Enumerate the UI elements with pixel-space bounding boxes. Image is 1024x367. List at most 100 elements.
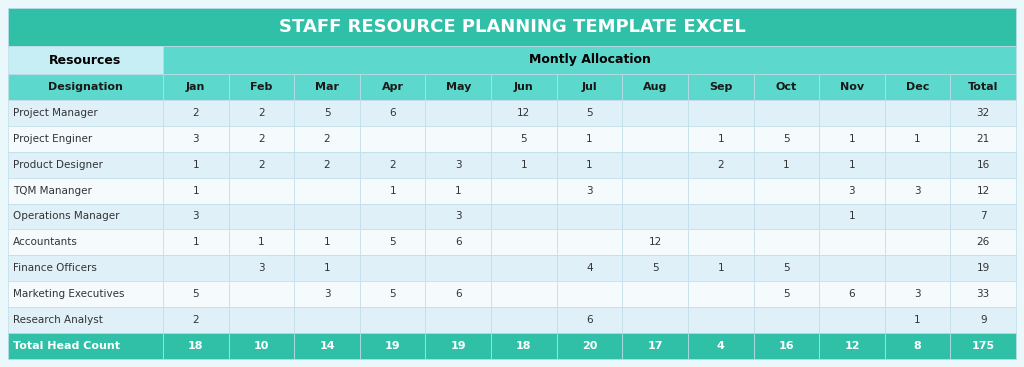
Bar — [228, 333, 294, 359]
Bar — [228, 281, 294, 307]
Text: 1: 1 — [783, 160, 790, 170]
Text: Total: Total — [968, 82, 998, 92]
Bar — [492, 333, 557, 359]
Text: 2: 2 — [258, 160, 265, 170]
Text: 8: 8 — [913, 341, 922, 351]
Text: 12: 12 — [977, 186, 990, 196]
Bar — [950, 100, 1016, 126]
Bar — [163, 307, 228, 333]
Text: Mar: Mar — [315, 82, 339, 92]
Bar — [688, 229, 754, 255]
Text: 18: 18 — [516, 341, 531, 351]
Bar — [294, 152, 359, 178]
Bar — [950, 74, 1016, 100]
Text: 1: 1 — [914, 315, 921, 325]
Bar — [359, 255, 425, 281]
Text: Product Designer: Product Designer — [13, 160, 102, 170]
Bar — [688, 307, 754, 333]
Text: 19: 19 — [385, 341, 400, 351]
Bar — [754, 333, 819, 359]
Text: 16: 16 — [977, 160, 990, 170]
Text: 2: 2 — [324, 160, 331, 170]
Text: 1: 1 — [324, 237, 331, 247]
Text: 9: 9 — [980, 315, 986, 325]
Bar — [8, 152, 163, 178]
Text: 18: 18 — [188, 341, 204, 351]
Text: 2: 2 — [324, 134, 331, 144]
Text: 3: 3 — [849, 186, 855, 196]
Text: 1: 1 — [586, 160, 593, 170]
Bar — [425, 100, 492, 126]
Text: Jul: Jul — [582, 82, 597, 92]
Bar — [950, 281, 1016, 307]
Bar — [688, 281, 754, 307]
Text: Sep: Sep — [709, 82, 732, 92]
Bar — [228, 126, 294, 152]
Text: 5: 5 — [783, 289, 790, 299]
Bar — [754, 152, 819, 178]
Text: 6: 6 — [389, 108, 396, 118]
Bar — [8, 255, 163, 281]
Text: 1: 1 — [193, 237, 199, 247]
Bar — [359, 178, 425, 204]
Bar — [492, 126, 557, 152]
Text: Feb: Feb — [250, 82, 272, 92]
Bar — [8, 100, 163, 126]
Bar — [163, 100, 228, 126]
Bar — [163, 333, 228, 359]
Text: Dec: Dec — [906, 82, 929, 92]
Bar — [754, 229, 819, 255]
Text: 2: 2 — [718, 160, 724, 170]
Text: 1: 1 — [455, 186, 462, 196]
Text: Research Analyst: Research Analyst — [13, 315, 102, 325]
Bar — [294, 126, 359, 152]
Bar — [819, 74, 885, 100]
Text: 6: 6 — [455, 237, 462, 247]
Bar — [623, 204, 688, 229]
Text: TQM Mananger: TQM Mananger — [13, 186, 92, 196]
Bar — [754, 255, 819, 281]
Bar — [228, 152, 294, 178]
Text: Montly Allocation: Montly Allocation — [528, 54, 650, 66]
Bar — [950, 255, 1016, 281]
Bar — [425, 152, 492, 178]
Bar — [228, 204, 294, 229]
Text: 4: 4 — [717, 341, 725, 351]
Text: 1: 1 — [520, 160, 527, 170]
Text: Accountants: Accountants — [13, 237, 78, 247]
Bar — [228, 100, 294, 126]
Text: Resources: Resources — [49, 54, 122, 66]
Text: 3: 3 — [258, 263, 265, 273]
Bar — [885, 204, 950, 229]
Bar — [950, 204, 1016, 229]
Text: 3: 3 — [324, 289, 331, 299]
Bar — [492, 281, 557, 307]
Bar — [8, 8, 1016, 46]
Bar — [754, 126, 819, 152]
Bar — [754, 204, 819, 229]
Text: 1: 1 — [258, 237, 265, 247]
Bar — [688, 333, 754, 359]
Text: 6: 6 — [455, 289, 462, 299]
Bar — [8, 46, 163, 74]
Bar — [163, 255, 228, 281]
Bar — [8, 126, 163, 152]
Bar — [819, 100, 885, 126]
Bar — [688, 178, 754, 204]
Bar — [8, 307, 163, 333]
Bar — [557, 152, 623, 178]
Bar — [8, 204, 163, 229]
Text: 5: 5 — [389, 237, 396, 247]
Text: 12: 12 — [517, 108, 530, 118]
Bar — [688, 152, 754, 178]
Text: 1: 1 — [389, 186, 396, 196]
Text: 17: 17 — [647, 341, 663, 351]
Bar — [492, 74, 557, 100]
Bar — [359, 152, 425, 178]
Bar — [294, 307, 359, 333]
Text: Apr: Apr — [382, 82, 403, 92]
Bar — [359, 229, 425, 255]
Text: 3: 3 — [455, 160, 462, 170]
Bar — [294, 74, 359, 100]
Bar — [623, 307, 688, 333]
